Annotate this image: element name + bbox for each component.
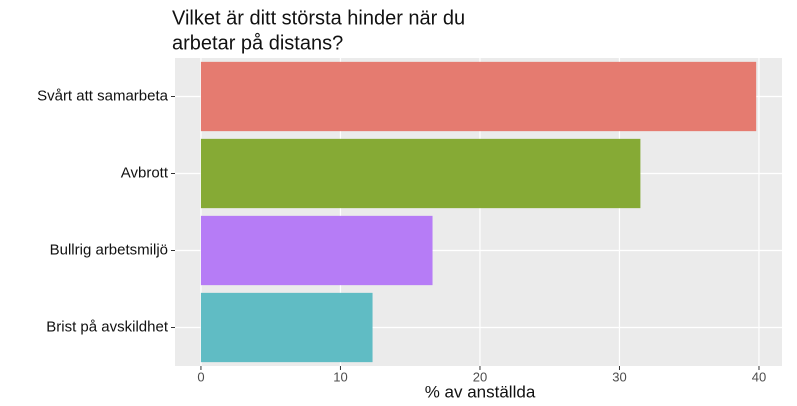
- y-tick-label: Svårt att samarbeta: [37, 87, 169, 104]
- x-tick-label: 0: [197, 369, 204, 384]
- x-tick-label: 20: [473, 369, 487, 384]
- chart-title: arbetar på distans?: [172, 32, 343, 54]
- chart-title: Vilket är ditt största hinder när du: [172, 7, 465, 29]
- x-tick-label: 30: [612, 369, 626, 384]
- bar: [200, 215, 433, 286]
- bar: [200, 61, 757, 132]
- x-tick-label: 40: [752, 369, 766, 384]
- x-axis-label: % av anställda: [425, 382, 536, 401]
- bar: [200, 292, 373, 363]
- y-tick-label: Brist på avskildhet: [46, 318, 169, 335]
- y-tick-label: Avbrott: [121, 164, 169, 181]
- x-tick-label: 10: [333, 369, 347, 384]
- bar: [200, 138, 641, 209]
- y-tick-label: Bullrig arbetsmiljö: [50, 241, 168, 258]
